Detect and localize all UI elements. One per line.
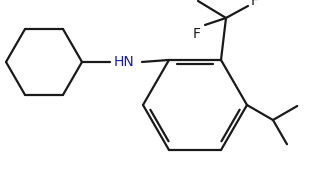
Text: F: F <box>194 0 202 2</box>
Text: F: F <box>193 27 201 41</box>
Text: HN: HN <box>114 55 134 69</box>
Text: F: F <box>251 0 259 8</box>
